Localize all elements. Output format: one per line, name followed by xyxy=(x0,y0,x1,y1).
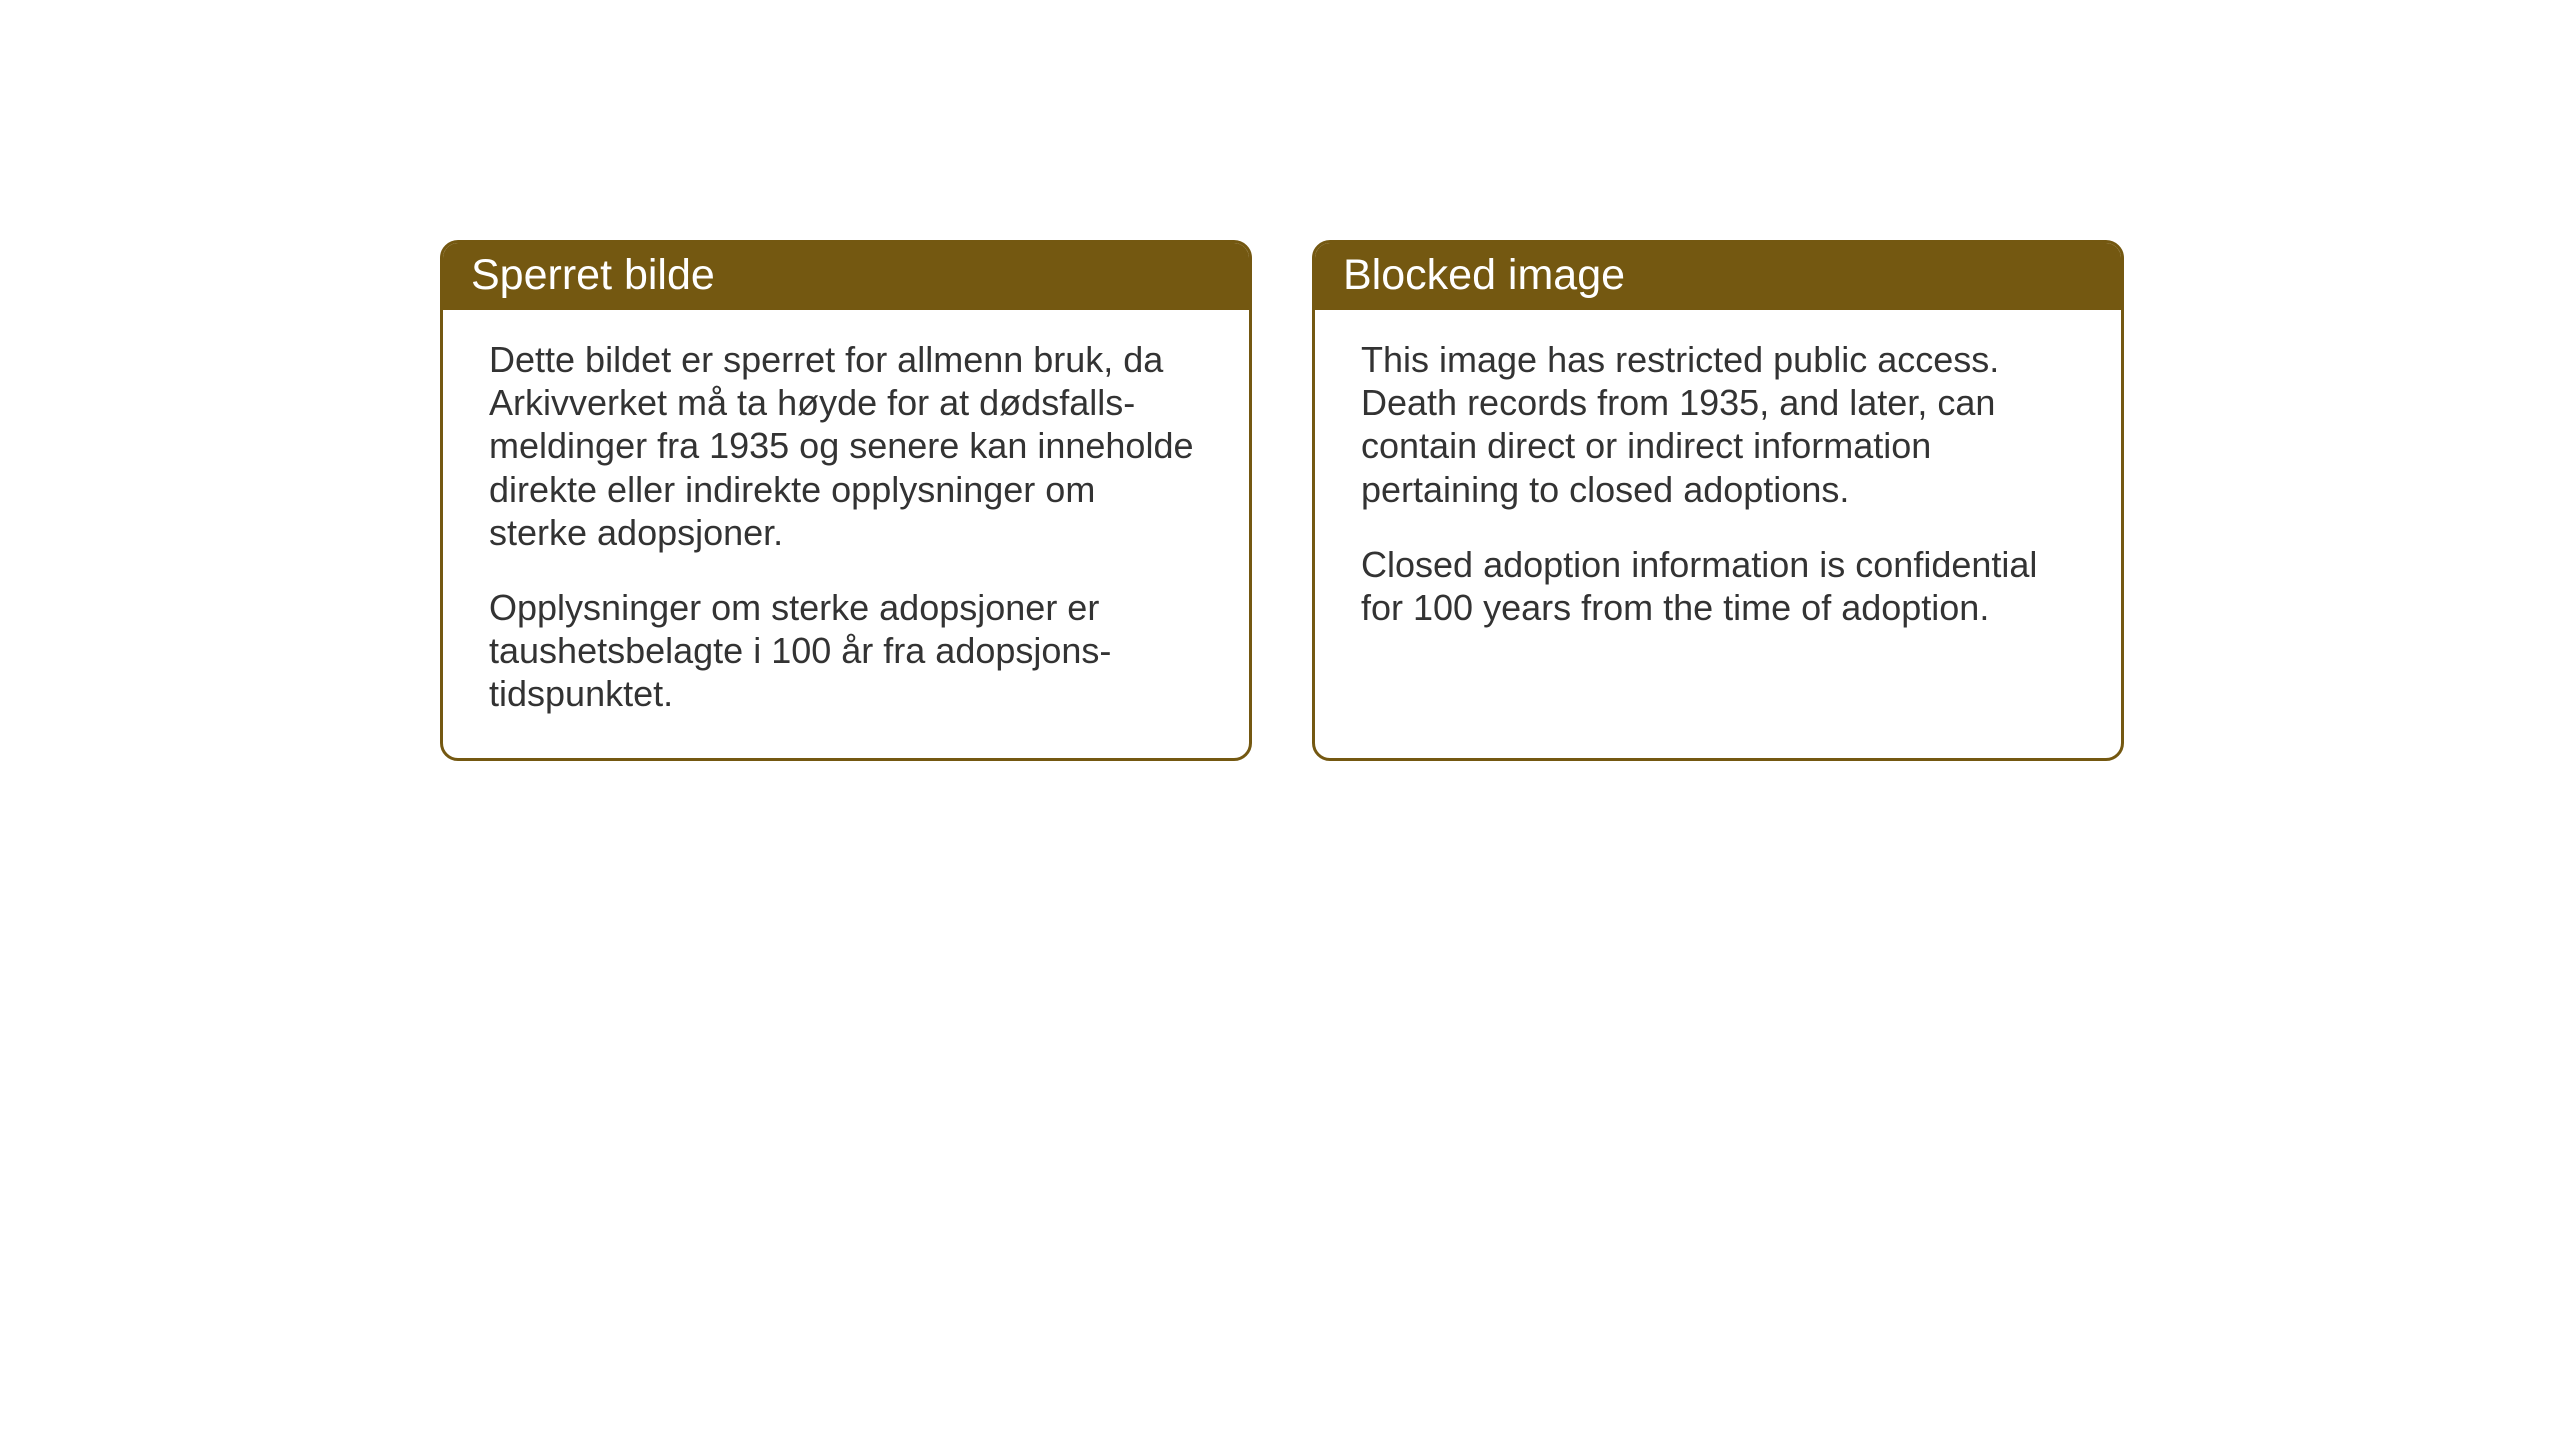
notice-card-norwegian: Sperret bilde Dette bildet er sperret fo… xyxy=(440,240,1252,761)
notice-paragraph: Dette bildet er sperret for allmenn bruk… xyxy=(489,338,1203,554)
notice-card-english: Blocked image This image has restricted … xyxy=(1312,240,2124,761)
notice-paragraph: Closed adoption information is confident… xyxy=(1361,543,2075,629)
notice-paragraph: This image has restricted public access.… xyxy=(1361,338,2075,511)
notice-title-norwegian: Sperret bilde xyxy=(443,243,1249,310)
notice-body-english: This image has restricted public access.… xyxy=(1315,310,2121,744)
notice-paragraph: Opplysninger om sterke adopsjoner er tau… xyxy=(489,586,1203,716)
notice-body-norwegian: Dette bildet er sperret for allmenn bruk… xyxy=(443,310,1249,758)
notice-container: Sperret bilde Dette bildet er sperret fo… xyxy=(440,240,2124,761)
notice-title-english: Blocked image xyxy=(1315,243,2121,310)
